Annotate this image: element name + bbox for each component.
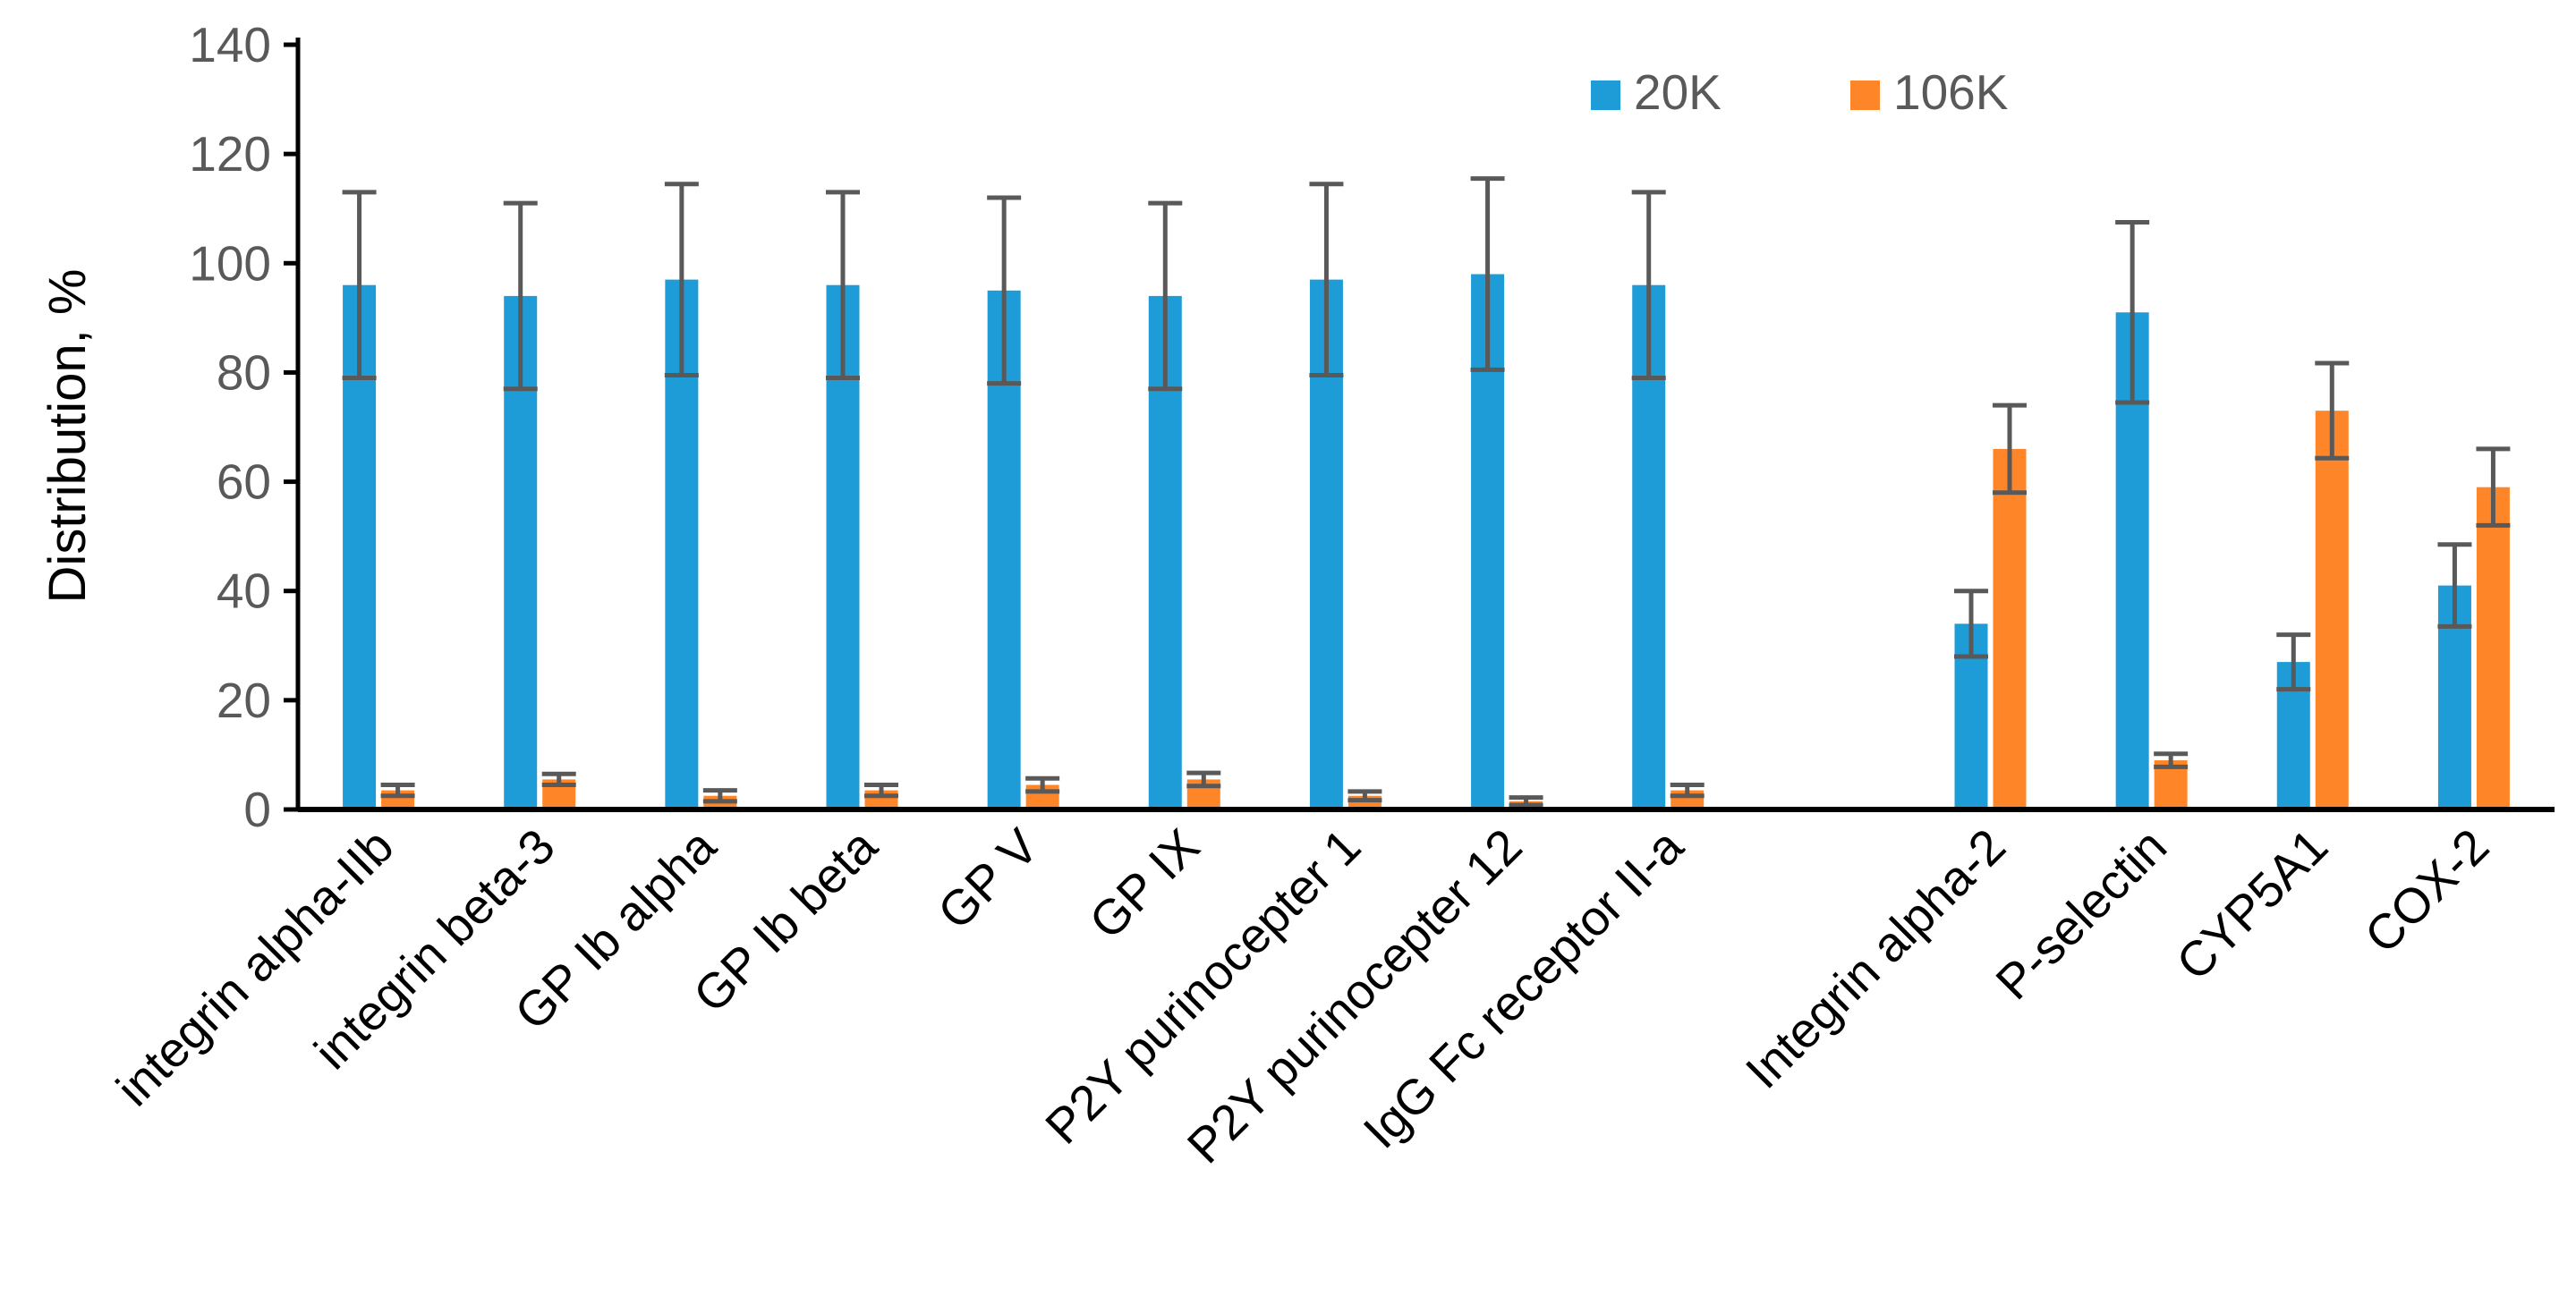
x-category-label: GP V — [927, 818, 1049, 939]
x-category-label: Integrin alpha-2 — [1735, 818, 2016, 1099]
bar-106k — [2315, 411, 2349, 809]
y-tick-label: 0 — [243, 782, 271, 837]
legend-swatch-20k — [1591, 81, 1620, 110]
bar-106k — [1993, 448, 2027, 809]
x-category-label: P-selectin — [1985, 818, 2178, 1011]
y-tick-label: 140 — [189, 17, 271, 72]
legend-swatch-106k — [1850, 81, 1880, 110]
x-category-label: integrin alpha-IIb — [106, 818, 404, 1117]
y-tick-label: 120 — [189, 126, 271, 182]
y-tick-label: 20 — [217, 673, 271, 728]
y-axis-title: Distribution, % — [38, 269, 97, 604]
x-category-label: P2Y purinocepter 1 — [1034, 818, 1371, 1155]
y-tick-label: 80 — [217, 344, 271, 400]
y-tick-label: 60 — [217, 454, 271, 510]
y-tick-label: 40 — [217, 564, 271, 619]
x-category-label: COX-2 — [2354, 818, 2500, 964]
x-category-label: GP IX — [1078, 818, 1210, 950]
y-tick-label: 100 — [189, 235, 271, 291]
legend-label-20k: 20K — [1634, 64, 1722, 120]
x-category-label: IgG Fc receptor II-a — [1353, 818, 1694, 1158]
x-category-label: CYP5A1 — [2165, 818, 2338, 991]
legend-label-106k: 106K — [1893, 64, 2009, 120]
bar-106k — [2476, 487, 2510, 809]
